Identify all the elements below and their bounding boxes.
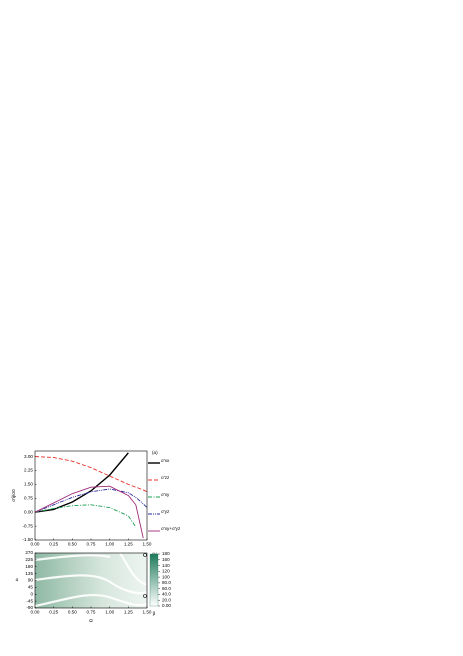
y-tick-label: -1.50 [23,537,34,542]
colorbar-tick-label: 140 [162,563,170,568]
plot-frame [34,450,148,541]
marker [143,553,147,557]
heatmap-field [35,553,147,608]
colorbar-label: β [153,611,156,616]
plot-frame [34,552,148,609]
y-tick-label: 270 [25,550,33,555]
y-tick-label: 1.50 [24,482,33,487]
colorbar-tick-label: 0.00 [162,603,171,608]
y-tick-label: -90 [26,605,33,610]
y-tick-label: 2.25 [24,468,33,473]
legend-label: σ′zz [161,475,170,480]
colorbar-tick-label: 120 [162,569,170,574]
x-tick-label: 1.50 [143,542,152,547]
colorbar-tick-label: 160 [162,557,170,562]
y-tick-label: 0.00 [24,509,33,514]
x-tick-label: 0.00 [31,610,40,615]
legend-label: σ′xx [161,458,170,463]
series-line [34,452,129,513]
legend-label: σ′xy [161,492,170,497]
colorbar [149,553,159,607]
x-tick-label: 0.25 [49,610,58,615]
heatmap [35,553,147,608]
y-tick-label: -45 [26,598,33,603]
x-tick-label: 0.25 [49,542,58,547]
x-tick-label: 1.00 [105,542,114,547]
x-tick-label: 0.50 [68,542,77,547]
y-tick-label: -0.75 [23,523,34,528]
y-tick-label: 0 [30,591,33,596]
colorbar-tick-label: 60.0 [162,586,171,591]
heatmap-ridge [35,554,111,562]
colorbar-tick-label: 100 [162,574,170,579]
heatmap-ridge [35,593,147,608]
x-tick-label: 0.50 [68,610,77,615]
y-axis-label: σ′ij/σ0 [11,489,16,502]
y-tick-label: 180 [25,564,33,569]
series-line [34,485,144,539]
series-line [34,456,148,493]
colorbar-tick-label: 80.0 [162,580,171,585]
x-tick-label: 0.75 [87,610,96,615]
series-line [34,504,137,528]
heatmap-ridge [119,553,147,587]
heatmap-ridge [35,574,147,595]
legend-label: σ′xy+σ′yz [161,526,181,531]
y-tick-label: 135 [25,571,33,576]
x-tick-label: 1.25 [124,542,133,547]
y-tick-label: 3.00 [24,454,33,459]
colorbar-tick-label: 180 [162,551,170,556]
x-axis-label: Ω [89,618,93,623]
marker [143,594,147,598]
y-tick-label: 45 [28,585,34,590]
legend-label: σ′yz [161,509,170,514]
panel-label: (a) [152,450,158,455]
y-tick-label: 0.75 [24,496,33,501]
x-tick-label: 1.50 [143,610,152,615]
x-tick-label: 0.00 [31,542,40,547]
colorbar-tick-label: 20.0 [162,597,171,602]
colorbar-tick-label: 40.0 [162,592,171,597]
x-tick-label: 1.25 [124,610,133,615]
y-tick-label: 90 [28,578,34,583]
y-tick-label: 225 [25,557,33,562]
x-tick-label: 0.75 [87,542,96,547]
y-axis-label: α [16,577,19,582]
x-tick-label: 1.00 [105,610,114,615]
